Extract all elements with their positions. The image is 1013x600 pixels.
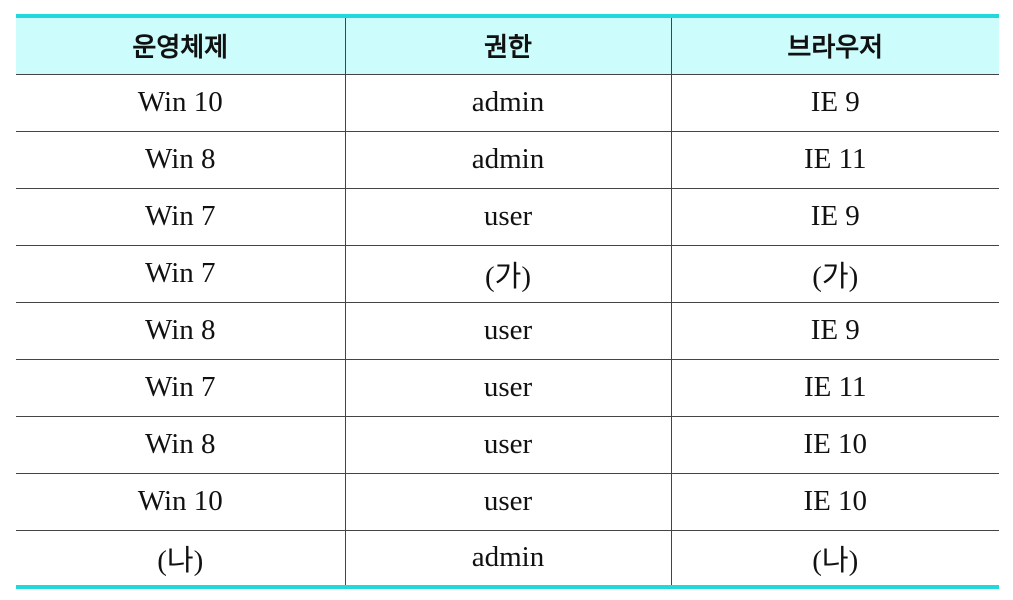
header-os: 운영체제 [16,14,345,75]
os-permission-browser-table: 운영체제 권한 브라우저 Win 10 admin IE 9 Win 8 adm… [16,14,999,589]
table-body: Win 10 admin IE 9 Win 8 admin IE 11 Win … [16,74,999,589]
cell-os: (나) [16,530,345,589]
table-row: Win 10 user IE 10 [16,473,999,531]
cell-os: Win 10 [16,74,345,132]
cell-permission: user [344,359,671,417]
header-permission: 권한 [344,14,671,75]
table-row: (나) admin (나) [16,530,999,589]
table-row: Win 8 user IE 10 [16,416,999,474]
table-header: 운영체제 권한 브라우저 [16,14,999,75]
cell-browser: (나) [670,530,999,589]
cell-permission: admin [344,74,671,132]
table-row: Win 7 user IE 11 [16,359,999,417]
cell-browser: IE 10 [670,416,999,474]
header-row: 운영체제 권한 브라우저 [16,14,999,75]
cell-browser: IE 9 [670,74,999,132]
cell-permission: user [344,473,671,531]
cell-permission: user [344,188,671,246]
cell-permission: admin [344,131,671,189]
cell-browser: (가) [670,245,999,303]
table-row: Win 10 admin IE 9 [16,74,999,132]
cell-browser: IE 11 [670,359,999,417]
cell-os: Win 7 [16,188,345,246]
cell-permission: user [344,302,671,360]
cell-os: Win 8 [16,131,345,189]
cell-os: Win 8 [16,416,345,474]
cell-os: Win 7 [16,359,345,417]
cell-permission: (가) [344,245,671,303]
cell-browser: IE 9 [670,302,999,360]
table-row: Win 8 user IE 9 [16,302,999,360]
table-row: Win 7 user IE 9 [16,188,999,246]
data-table-container: 운영체제 권한 브라우저 Win 10 admin IE 9 Win 8 adm… [16,14,999,589]
cell-browser: IE 9 [670,188,999,246]
cell-permission: user [344,416,671,474]
table-row: Win 7 (가) (가) [16,245,999,303]
header-browser: 브라우저 [670,14,999,75]
cell-os: Win 10 [16,473,345,531]
cell-os: Win 7 [16,245,345,303]
cell-os: Win 8 [16,302,345,360]
cell-permission: admin [344,530,671,589]
cell-browser: IE 11 [670,131,999,189]
table-row: Win 8 admin IE 11 [16,131,999,189]
cell-browser: IE 10 [670,473,999,531]
